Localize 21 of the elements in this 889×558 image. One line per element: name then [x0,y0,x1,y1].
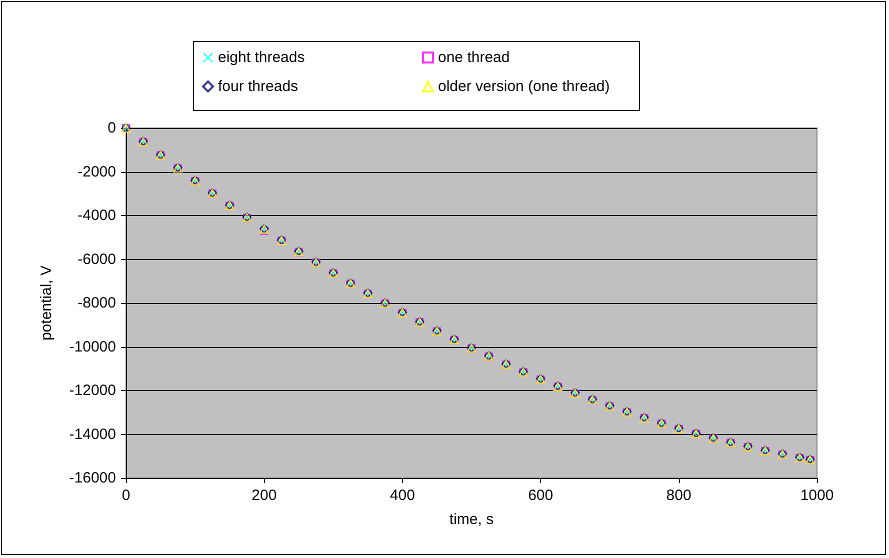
y-tick-label: -14000 [69,426,116,443]
y-tick-label: -10000 [69,338,116,356]
y-axis-title: potential, V [38,265,55,341]
legend-label: one thread [438,49,510,66]
y-tick-label: -12000 [69,382,116,399]
x-tick-label: 800 [666,487,692,504]
x-tick-label: 0 [122,487,130,504]
y-tick-label: -2000 [78,163,116,180]
y-tick-label: -4000 [78,207,116,224]
legend-label: older version (one thread) [438,78,610,95]
y-tick-label: 0 [108,120,116,136]
legend-label: four threads [218,78,298,95]
y-tick-label: -6000 [78,250,116,268]
x-tick-label: 1000 [800,487,834,504]
x-axis-title: time, s [449,511,494,528]
y-tick-label: -16000 [69,470,116,486]
legend-label: eight threads [218,49,305,66]
x-tick-label: 600 [528,487,554,504]
x-tick-label: 400 [390,487,415,504]
x-tick-label: 200 [252,487,277,504]
y-tick-label: -8000 [78,294,116,312]
